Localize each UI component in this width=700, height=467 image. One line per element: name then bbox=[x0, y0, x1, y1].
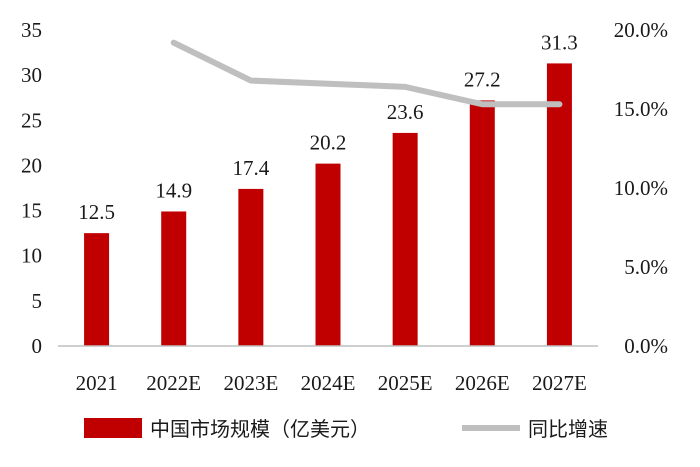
category-label: 2025E bbox=[378, 371, 433, 395]
legend-bar-label: 中国市场规模（亿美元） bbox=[150, 417, 370, 441]
bar bbox=[238, 188, 264, 346]
left-axis-tick-label: 30 bbox=[21, 63, 42, 87]
bar bbox=[469, 100, 495, 347]
right-axis-tick-label: 10.0% bbox=[614, 176, 668, 200]
right-axis-tick-label: 15.0% bbox=[614, 97, 668, 121]
bar bbox=[546, 63, 572, 347]
left-axis-tick-label: 25 bbox=[21, 108, 42, 132]
bar-data-labels: 12.5 14.9 17.4 20.2 23.6 27.2 31.3 bbox=[78, 30, 578, 224]
left-axis-tick-label: 5 bbox=[32, 289, 43, 313]
legend: 中国市场规模（亿美元） 同比增速 bbox=[84, 417, 608, 441]
bar-value-label: 27.2 bbox=[464, 67, 501, 91]
right-axis-tick-label: 20.0% bbox=[614, 18, 668, 42]
legend-line-label: 同比增速 bbox=[528, 417, 608, 441]
left-axis-tick-label: 0 bbox=[32, 334, 43, 358]
category-label: 2023E bbox=[223, 371, 278, 395]
left-axis-tick-label: 35 bbox=[21, 18, 42, 42]
bar-value-label: 17.4 bbox=[232, 156, 269, 180]
bar-value-label: 20.2 bbox=[310, 131, 347, 155]
bar-value-label: 14.9 bbox=[155, 178, 192, 202]
category-label: 2026E bbox=[455, 371, 510, 395]
bar-value-label: 31.3 bbox=[541, 30, 578, 54]
bar-series bbox=[84, 63, 572, 347]
left-axis-tick-label: 20 bbox=[21, 153, 42, 177]
right-axis-tick-label: 0.0% bbox=[624, 334, 668, 358]
category-label: 2021 bbox=[76, 371, 118, 395]
bar bbox=[392, 132, 418, 346]
category-label: 2027E bbox=[532, 371, 587, 395]
left-axis-ticks: 0 5 10 15 20 25 30 35 bbox=[21, 18, 42, 358]
growth-line-series bbox=[170, 39, 563, 108]
left-axis-tick-label: 10 bbox=[21, 244, 42, 268]
category-label: 2024E bbox=[301, 371, 356, 395]
category-label: 2022E bbox=[146, 371, 201, 395]
left-axis-tick-label: 15 bbox=[21, 199, 42, 223]
growth-line bbox=[170, 39, 563, 108]
category-labels: 2021 2022E 2023E 2024E 2025E 2026E 2027E bbox=[76, 371, 587, 395]
bar bbox=[84, 233, 110, 346]
right-axis-tick-label: 5.0% bbox=[624, 255, 668, 279]
bar-value-label: 23.6 bbox=[387, 100, 424, 124]
right-axis-ticks: 0.0% 5.0% 10.0% 15.0% 20.0% bbox=[614, 18, 668, 358]
legend-bar-swatch bbox=[84, 418, 142, 438]
bar-value-label: 12.5 bbox=[78, 200, 115, 224]
bar bbox=[315, 163, 341, 346]
bar bbox=[161, 211, 187, 346]
